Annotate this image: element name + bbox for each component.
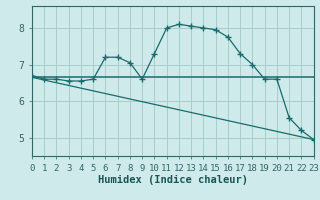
X-axis label: Humidex (Indice chaleur): Humidex (Indice chaleur) xyxy=(98,175,248,185)
